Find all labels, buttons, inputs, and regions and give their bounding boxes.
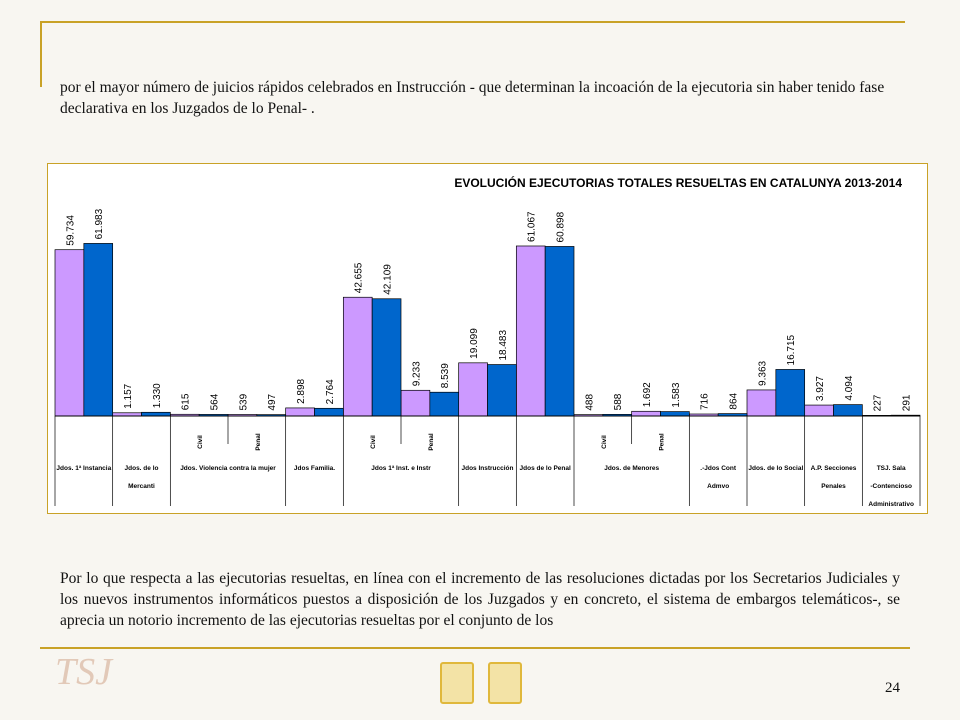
bar xyxy=(458,362,488,417)
category-label: Civil xyxy=(370,435,377,449)
value-label: 16.715 xyxy=(786,334,797,365)
bar xyxy=(83,243,114,417)
watermark: TSJ xyxy=(55,651,112,693)
value-label: 18.483 xyxy=(498,330,509,361)
group-label: Penales xyxy=(821,483,846,490)
category-label: Penal xyxy=(659,433,666,451)
chart: EVOLUCIÓN EJECUTORIAS TOTALES RESUELTAS … xyxy=(47,163,928,514)
bar xyxy=(400,389,431,417)
category-label: Penal xyxy=(255,433,262,451)
bar xyxy=(371,298,402,417)
group-label: Jdos. de lo xyxy=(125,465,159,472)
value-label: 9.363 xyxy=(757,360,768,385)
bar xyxy=(314,407,344,417)
value-label: 1.692 xyxy=(642,382,653,407)
bar xyxy=(746,389,777,417)
category-label: Penal xyxy=(428,433,435,451)
value-label: 9.233 xyxy=(411,361,422,386)
bar xyxy=(487,364,517,417)
value-label: 2.764 xyxy=(325,379,336,404)
group-label: Jdos Familia. xyxy=(294,465,335,472)
prev-button[interactable] xyxy=(440,662,474,704)
bar xyxy=(342,296,373,417)
value-label: 4.094 xyxy=(844,375,855,400)
top-rule xyxy=(40,21,905,23)
group-label: Admvo xyxy=(707,483,729,490)
paragraph: Por lo que respecta a las ejecutorias re… xyxy=(60,570,900,629)
value-label: 539 xyxy=(238,393,249,410)
group-label: A.P. Secciones xyxy=(811,465,857,472)
group-label: TSJ. Sala xyxy=(877,465,906,472)
value-label: 2.898 xyxy=(296,378,307,403)
group-label: .-Jdos Cont xyxy=(700,465,737,472)
value-label: 291 xyxy=(902,394,913,411)
category-label: Civil xyxy=(601,435,608,449)
group-label: -Contencioso xyxy=(870,483,912,490)
value-label: 1.157 xyxy=(123,383,134,408)
paragraph: por el mayor número de juicios rápidos c… xyxy=(60,79,885,117)
value-label: 19.099 xyxy=(469,328,480,359)
group-label: Jdos. de lo Social xyxy=(748,465,803,472)
group-label: Mercanti xyxy=(128,483,155,490)
chart-title: EVOLUCIÓN EJECUTORIAS TOTALES RESUELTAS … xyxy=(454,175,902,190)
bar xyxy=(544,246,575,417)
value-label: 8.539 xyxy=(440,363,451,388)
left-rule xyxy=(40,21,42,87)
category-label: Civil xyxy=(197,435,204,449)
bar xyxy=(804,404,834,417)
chart-frame xyxy=(47,163,928,514)
bar xyxy=(775,369,806,417)
value-label: 1.583 xyxy=(671,382,682,407)
bar xyxy=(515,245,546,417)
value-label: 564 xyxy=(210,393,221,410)
value-label: 61.067 xyxy=(527,211,538,242)
value-label: 488 xyxy=(584,394,595,411)
value-label: 615 xyxy=(181,393,192,410)
value-label: 59.734 xyxy=(65,215,76,246)
group-label: Jdos. Violencia contra la mujer xyxy=(180,465,276,472)
bar xyxy=(660,411,690,417)
value-label: 60.898 xyxy=(556,211,567,242)
value-label: 227 xyxy=(873,394,884,411)
value-label: 42.655 xyxy=(354,262,365,293)
home-button[interactable] xyxy=(488,662,522,704)
bar xyxy=(285,407,315,417)
group-label: Jdos Instrucción xyxy=(461,465,513,472)
bar xyxy=(429,391,460,417)
value-label: 497 xyxy=(267,393,278,410)
group-label: Jdos. de Menores xyxy=(604,465,659,472)
group-label: Jdos 1ª Inst. e Instr xyxy=(371,465,431,472)
value-label: 61.983 xyxy=(94,208,105,239)
group-label: Administrativo xyxy=(868,501,914,508)
group-label: Jdos de lo Penal xyxy=(520,465,571,472)
value-label: 588 xyxy=(613,393,624,410)
group-label: Jdos. 1ª Instancia xyxy=(56,465,111,472)
value-label: 3.927 xyxy=(815,376,826,401)
value-label: 716 xyxy=(700,393,711,410)
value-label: 864 xyxy=(729,392,740,409)
page-number: 24 xyxy=(885,680,900,696)
bar xyxy=(54,249,85,417)
bar xyxy=(833,404,863,417)
value-label: 1.330 xyxy=(152,383,163,408)
value-label: 42.109 xyxy=(383,264,394,295)
bottom-rule xyxy=(40,647,910,649)
bar xyxy=(141,411,171,417)
bar xyxy=(631,410,661,417)
